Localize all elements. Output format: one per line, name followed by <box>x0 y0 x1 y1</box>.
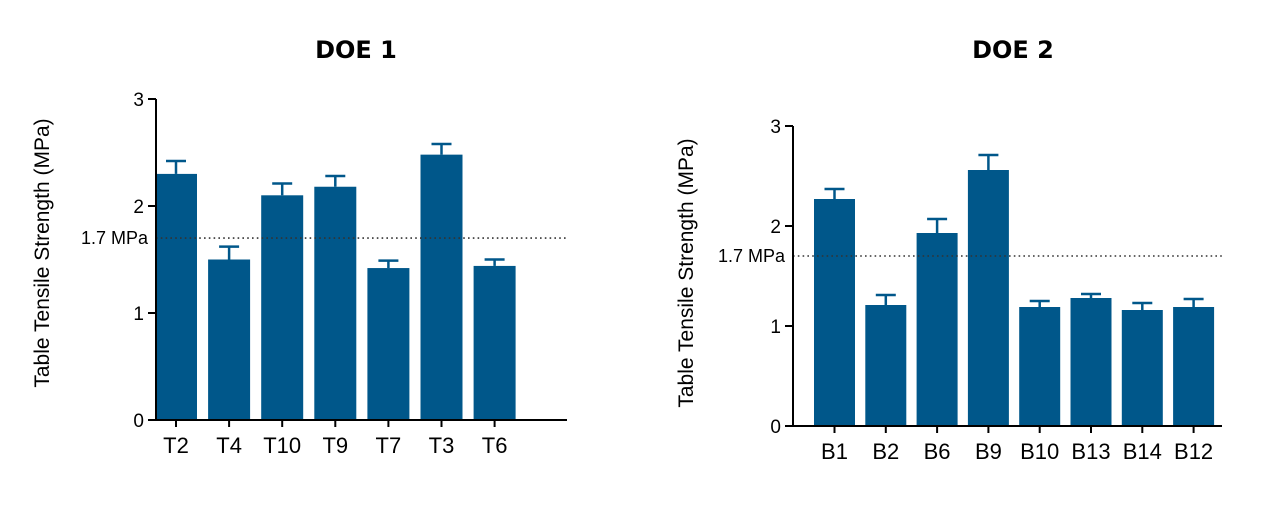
error-bar-t3 <box>431 142 452 155</box>
bar-t7 <box>367 268 410 420</box>
error-bar-b2 <box>875 293 896 305</box>
bar-b9 <box>967 170 1009 426</box>
x-tick-label-t6: T6 <box>482 433 508 458</box>
chart-2-reference-line: 1.7 MPa <box>718 246 1222 266</box>
error-bar-t9 <box>325 174 346 187</box>
x-tick-label-b10: B10 <box>1020 439 1059 464</box>
bar-b1 <box>814 199 855 426</box>
chart-1-reference-line: 1.7 MPa <box>81 228 567 248</box>
chart-doe-1: DOE 1 Table Tensile Strength (MPa) 1.7 M… <box>31 36 567 458</box>
bar-t3 <box>420 154 463 420</box>
x-tick-label-b2: B2 <box>872 439 899 464</box>
x-tick-label-t3: T3 <box>429 433 455 458</box>
reference-line-label: 1.7 MPa <box>718 246 786 266</box>
chart-2-bars <box>814 153 1215 426</box>
bar-t10 <box>261 195 304 420</box>
y-tick-label: 0 <box>770 417 781 438</box>
x-tick-label-t10: T10 <box>263 433 301 458</box>
x-tick-label-b12: B12 <box>1174 439 1213 464</box>
chart-2-y-axis: 0 1 2 3 <box>770 117 794 438</box>
error-bar-b9 <box>978 153 999 170</box>
error-bar-b1 <box>824 187 845 199</box>
chart-2-title: DOE 2 <box>972 36 1054 64</box>
x-tick-label-t7: T7 <box>376 433 402 458</box>
x-tick-label-t9: T9 <box>322 433 348 458</box>
error-bar-b6 <box>927 217 948 233</box>
bar-b12 <box>1173 307 1215 426</box>
y-tick-label: 3 <box>770 117 781 138</box>
error-bar-t7 <box>378 259 399 269</box>
bar-b13 <box>1070 298 1112 426</box>
chart-1-y-axis-label: Table Tensile Strength (MPa) <box>31 118 54 387</box>
x-tick-label-b9: B9 <box>975 439 1002 464</box>
bar-b6 <box>916 233 958 426</box>
bar-b14 <box>1121 310 1163 426</box>
error-bar-b13 <box>1081 292 1101 298</box>
chart-1-title: DOE 1 <box>315 36 397 64</box>
y-tick-label: 0 <box>133 411 144 432</box>
y-tick-label: 2 <box>133 197 144 218</box>
chart-1-bars <box>155 142 516 420</box>
reference-line-label: 1.7 MPa <box>81 228 149 248</box>
bar-b2 <box>865 305 907 426</box>
bar-t9 <box>314 186 357 420</box>
x-tick-label-b14: B14 <box>1123 439 1162 464</box>
bar-t2 <box>155 173 197 420</box>
error-bar-b14 <box>1132 301 1153 310</box>
x-tick-label-t4: T4 <box>216 433 242 458</box>
y-tick-label: 1 <box>133 304 144 325</box>
y-tick-label: 3 <box>133 90 144 111</box>
bar-b10 <box>1019 307 1061 426</box>
chart-1-y-axis: 0 1 2 3 <box>133 90 157 432</box>
error-bar-b10 <box>1029 299 1050 307</box>
bar-t4 <box>208 259 251 420</box>
error-bar-t10 <box>272 182 293 196</box>
x-tick-label-b6: B6 <box>924 439 951 464</box>
chart-doe-2: DOE 2 Table Tensile Strength (MPa) 1.7 M… <box>675 36 1222 464</box>
x-tick-label-t2: T2 <box>163 433 189 458</box>
y-tick-label: 1 <box>770 317 781 338</box>
error-bar-t4 <box>219 245 240 260</box>
x-tick-label-b1: B1 <box>821 439 848 464</box>
bar-t6 <box>473 265 516 420</box>
chart-2-y-axis-label: Table Tensile Strength (MPa) <box>675 138 698 407</box>
error-bar-t2 <box>166 159 186 174</box>
error-bar-b12 <box>1183 297 1204 307</box>
chart-1-x-axis: T2 T4 T10 T9 T7 T3 T6 <box>155 419 567 458</box>
y-tick-label: 2 <box>770 217 781 238</box>
chart-2-x-axis: B1 B2 B6 B9 B10 B13 B14 B12 <box>792 425 1222 464</box>
error-bar-t6 <box>484 258 505 266</box>
x-tick-label-b13: B13 <box>1071 439 1110 464</box>
